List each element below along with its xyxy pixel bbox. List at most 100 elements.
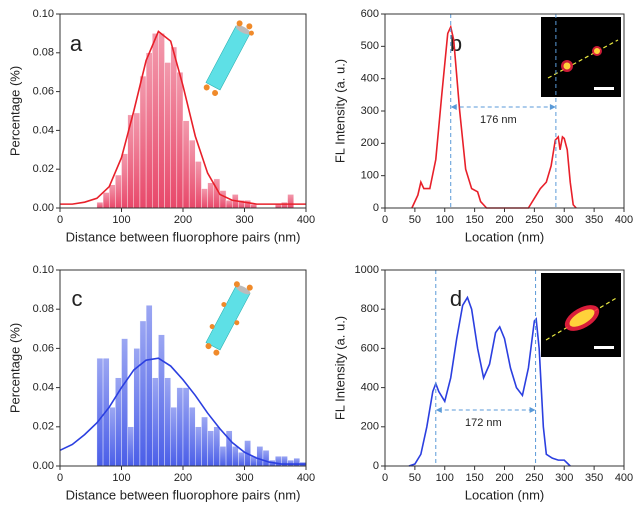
x-tick-label: 100 [436,472,454,484]
x-tick-label: 100 [112,214,130,226]
bar [231,446,239,467]
y-tick-label: 0.08 [33,303,54,315]
panel-label: d [450,286,462,311]
x-tick-label: 100 [112,472,130,484]
y-tick-label: 500 [361,40,379,52]
arrow-head [435,407,536,413]
x-tick-label: 400 [615,472,633,484]
bar [121,338,128,467]
y-tick-label: 0.08 [33,47,54,59]
bar [201,188,208,209]
nanotube-illustration [205,281,253,356]
x-tick-label: 100 [436,214,454,226]
bar [281,201,288,209]
y-tick-label: 600 [361,342,379,354]
bar [102,192,110,209]
x-tick-label: 300 [555,472,573,484]
bar [201,416,208,467]
y-axis-label: Percentage (%) [7,323,22,413]
bar [164,377,171,467]
y-tick-label: 0.10 [33,8,54,20]
bar [158,334,165,467]
x-tick-label: 300 [235,472,253,484]
panel-label: c [72,286,83,311]
bar [195,426,202,467]
bar [207,182,214,209]
x-tick-label: 300 [235,214,253,226]
bar [287,194,294,209]
y-tick-label: 0.00 [33,460,54,472]
bar [152,33,159,209]
y-tick-label: 0.06 [33,342,54,354]
bar [96,201,104,209]
bar [108,407,116,467]
y-tick-label: 800 [361,303,379,315]
bar [262,450,270,467]
y-tick-label: 1000 [355,264,379,276]
bar [238,452,245,467]
x-axis-label: Distance between fluorophore pairs (nm) [66,487,301,502]
x-tick-label: 50 [409,472,421,484]
fit-curve [60,30,306,205]
distance-annotation: 176 nm [480,114,517,126]
y-tick-label: 0.02 [33,421,54,433]
x-tick-label: 200 [174,214,192,226]
x-tick-label: 250 [525,472,543,484]
bar [182,120,190,209]
bar [287,459,294,467]
plot-frame [384,269,625,467]
bar [139,75,147,209]
bar [96,358,104,467]
y-tick-label: 300 [361,105,379,117]
y-tick-label: 0.04 [33,124,54,136]
panel-label: a [70,31,83,56]
x-axis-label: Distance between fluorophore pairs (nm) [66,229,301,244]
x-tick-label: 150 [465,472,483,484]
bar [121,153,128,209]
x-tick-label: 0 [382,472,388,484]
nanotube-illustration [203,20,254,97]
y-tick-label: 0.04 [33,382,54,394]
bar [182,387,190,467]
y-tick-label: 100 [361,170,379,182]
bar [219,190,227,209]
microscopy-inset [541,273,621,357]
bar [195,161,202,209]
y-tick-label: 0.06 [33,86,54,98]
bar [145,305,153,467]
x-tick-label: 0 [57,214,63,226]
bar [115,174,122,209]
x-tick-label: 400 [297,472,315,484]
x-tick-label: 200 [495,472,513,484]
plot-frame [59,13,307,209]
y-tick-label: 0.10 [33,264,54,276]
bar [188,139,196,209]
bar [225,200,233,209]
x-tick-label: 300 [555,214,573,226]
bar [244,200,251,209]
y-tick-label: 0.00 [33,202,54,214]
fit-curve [59,357,306,465]
y-tick-label: 0.02 [33,163,54,175]
microscopy-inset [541,17,621,97]
intensity-line [411,24,577,209]
bar [164,62,171,209]
y-tick-label: 400 [361,382,379,394]
distance-annotation: 172 nm [465,417,502,429]
y-tick-label: 400 [361,73,379,85]
bar [139,320,147,467]
bar [256,446,264,467]
bar [188,407,196,467]
x-tick-label: 250 [525,214,543,226]
y-axis-label: Percentage (%) [7,66,22,156]
x-tick-label: 350 [585,472,603,484]
bar [108,184,116,209]
bar [152,377,159,467]
y-tick-label: 0 [373,202,379,214]
bar [219,446,227,467]
bar [207,430,214,467]
bar [176,387,184,467]
bar [176,71,184,209]
bar [170,407,178,467]
